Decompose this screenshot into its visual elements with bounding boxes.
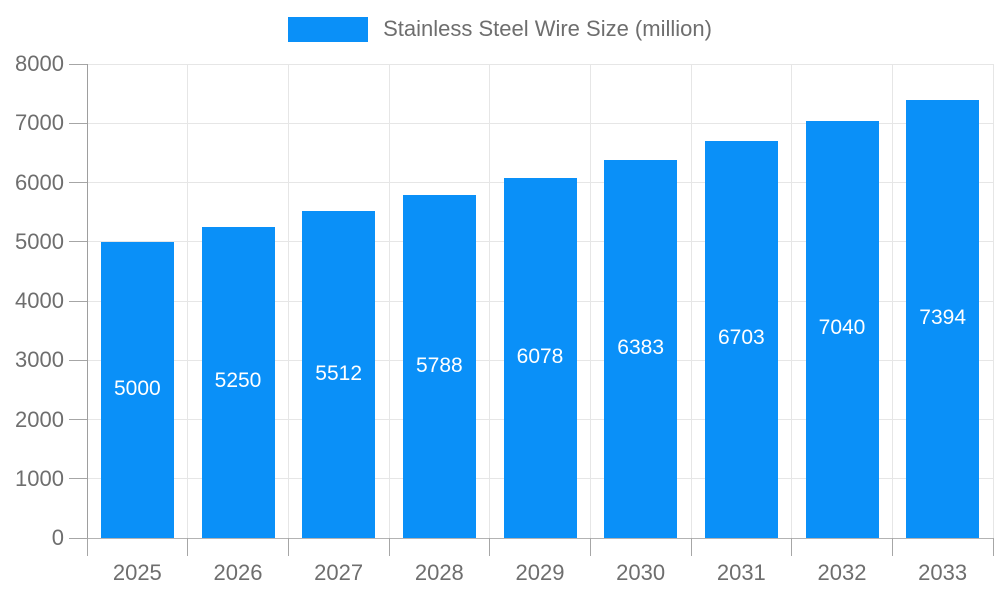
x-axis-tick xyxy=(589,538,591,556)
legend-swatch xyxy=(288,16,369,42)
y-tick-label: 1000 xyxy=(15,465,64,491)
y-axis-tick xyxy=(69,419,87,420)
y-tick-label: 8000 xyxy=(15,51,64,76)
x-tick-label-2028: 2028 xyxy=(414,560,464,585)
y-tick-label: 2000 xyxy=(15,406,64,432)
bar-value-label: 5000 xyxy=(113,376,161,400)
bar-value-label: 6078 xyxy=(516,344,564,368)
x-axis-tick xyxy=(86,538,88,556)
y-axis-tick xyxy=(69,537,87,539)
x-tick-label-2031: 2031 xyxy=(716,560,766,585)
x-axis-tick xyxy=(690,538,692,556)
bar-value-label: 7040 xyxy=(818,316,866,340)
bar-value-label: 6383 xyxy=(617,335,665,359)
bar-2027[interactable] xyxy=(302,211,376,538)
x-axis-baseline xyxy=(87,537,993,539)
y-tick-label: 3000 xyxy=(15,347,64,373)
x-axis-tick xyxy=(187,538,189,556)
x-gridline xyxy=(992,64,994,538)
y-gridline xyxy=(87,63,993,65)
bar-2030[interactable] xyxy=(604,159,678,538)
bar-2025[interactable] xyxy=(100,241,174,538)
legend[interactable]: Stainless Steel Wire Size (million) xyxy=(0,16,1000,42)
bar-2033[interactable] xyxy=(906,99,980,538)
x-tick-label-2025: 2025 xyxy=(112,560,162,585)
x-axis-tick xyxy=(891,538,893,556)
y-axis-tick xyxy=(69,241,87,243)
x-tick-label-2030: 2030 xyxy=(616,560,666,585)
bar-2029[interactable] xyxy=(503,177,577,538)
bar-2031[interactable] xyxy=(704,140,778,538)
y-tick-label: 4000 xyxy=(15,288,64,313)
y-tick-label: 5000 xyxy=(15,228,64,254)
x-gridline xyxy=(589,64,591,538)
y-tick-label: 0 xyxy=(51,525,64,550)
x-gridline xyxy=(388,64,390,538)
x-axis-tick xyxy=(287,538,289,556)
bar-value-label: 5512 xyxy=(315,361,363,385)
bar-2026[interactable] xyxy=(201,226,275,538)
bar-value-label: 7394 xyxy=(919,305,967,329)
y-axis-tick xyxy=(69,359,87,361)
x-gridline xyxy=(690,64,692,538)
x-gridline xyxy=(187,64,189,538)
y-gridline xyxy=(87,122,993,124)
x-gridline xyxy=(489,64,491,538)
bar-value-label: 5250 xyxy=(214,369,262,393)
x-axis-tick xyxy=(388,538,390,556)
bar-value-label: 6703 xyxy=(717,326,765,350)
x-tick-label-2026: 2026 xyxy=(213,560,263,585)
y-axis-tick xyxy=(69,63,87,65)
bar-value-label: 5788 xyxy=(415,353,463,377)
x-gridline xyxy=(891,64,893,538)
y-axis-line xyxy=(86,64,88,538)
bar-2028[interactable] xyxy=(402,195,476,538)
x-axis-tick xyxy=(791,538,793,556)
x-axis-tick xyxy=(992,538,994,556)
legend-label: Stainless Steel Wire Size (million) xyxy=(383,16,712,41)
x-tick-label-2029: 2029 xyxy=(515,560,565,585)
y-axis-tick xyxy=(69,478,87,480)
x-tick-label-2032: 2032 xyxy=(817,560,867,585)
y-tick-label: 7000 xyxy=(15,110,64,136)
y-tick-label: 6000 xyxy=(15,169,64,195)
y-axis-tick xyxy=(69,300,87,302)
x-gridline xyxy=(791,64,793,538)
bar-2032[interactable] xyxy=(805,120,879,538)
y-axis-tick xyxy=(69,122,87,124)
x-axis-tick xyxy=(489,538,491,556)
x-tick-label-2033: 2033 xyxy=(918,560,968,585)
x-gridline xyxy=(287,64,289,538)
y-axis-tick xyxy=(69,182,87,183)
x-tick-label-2027: 2027 xyxy=(314,560,364,585)
